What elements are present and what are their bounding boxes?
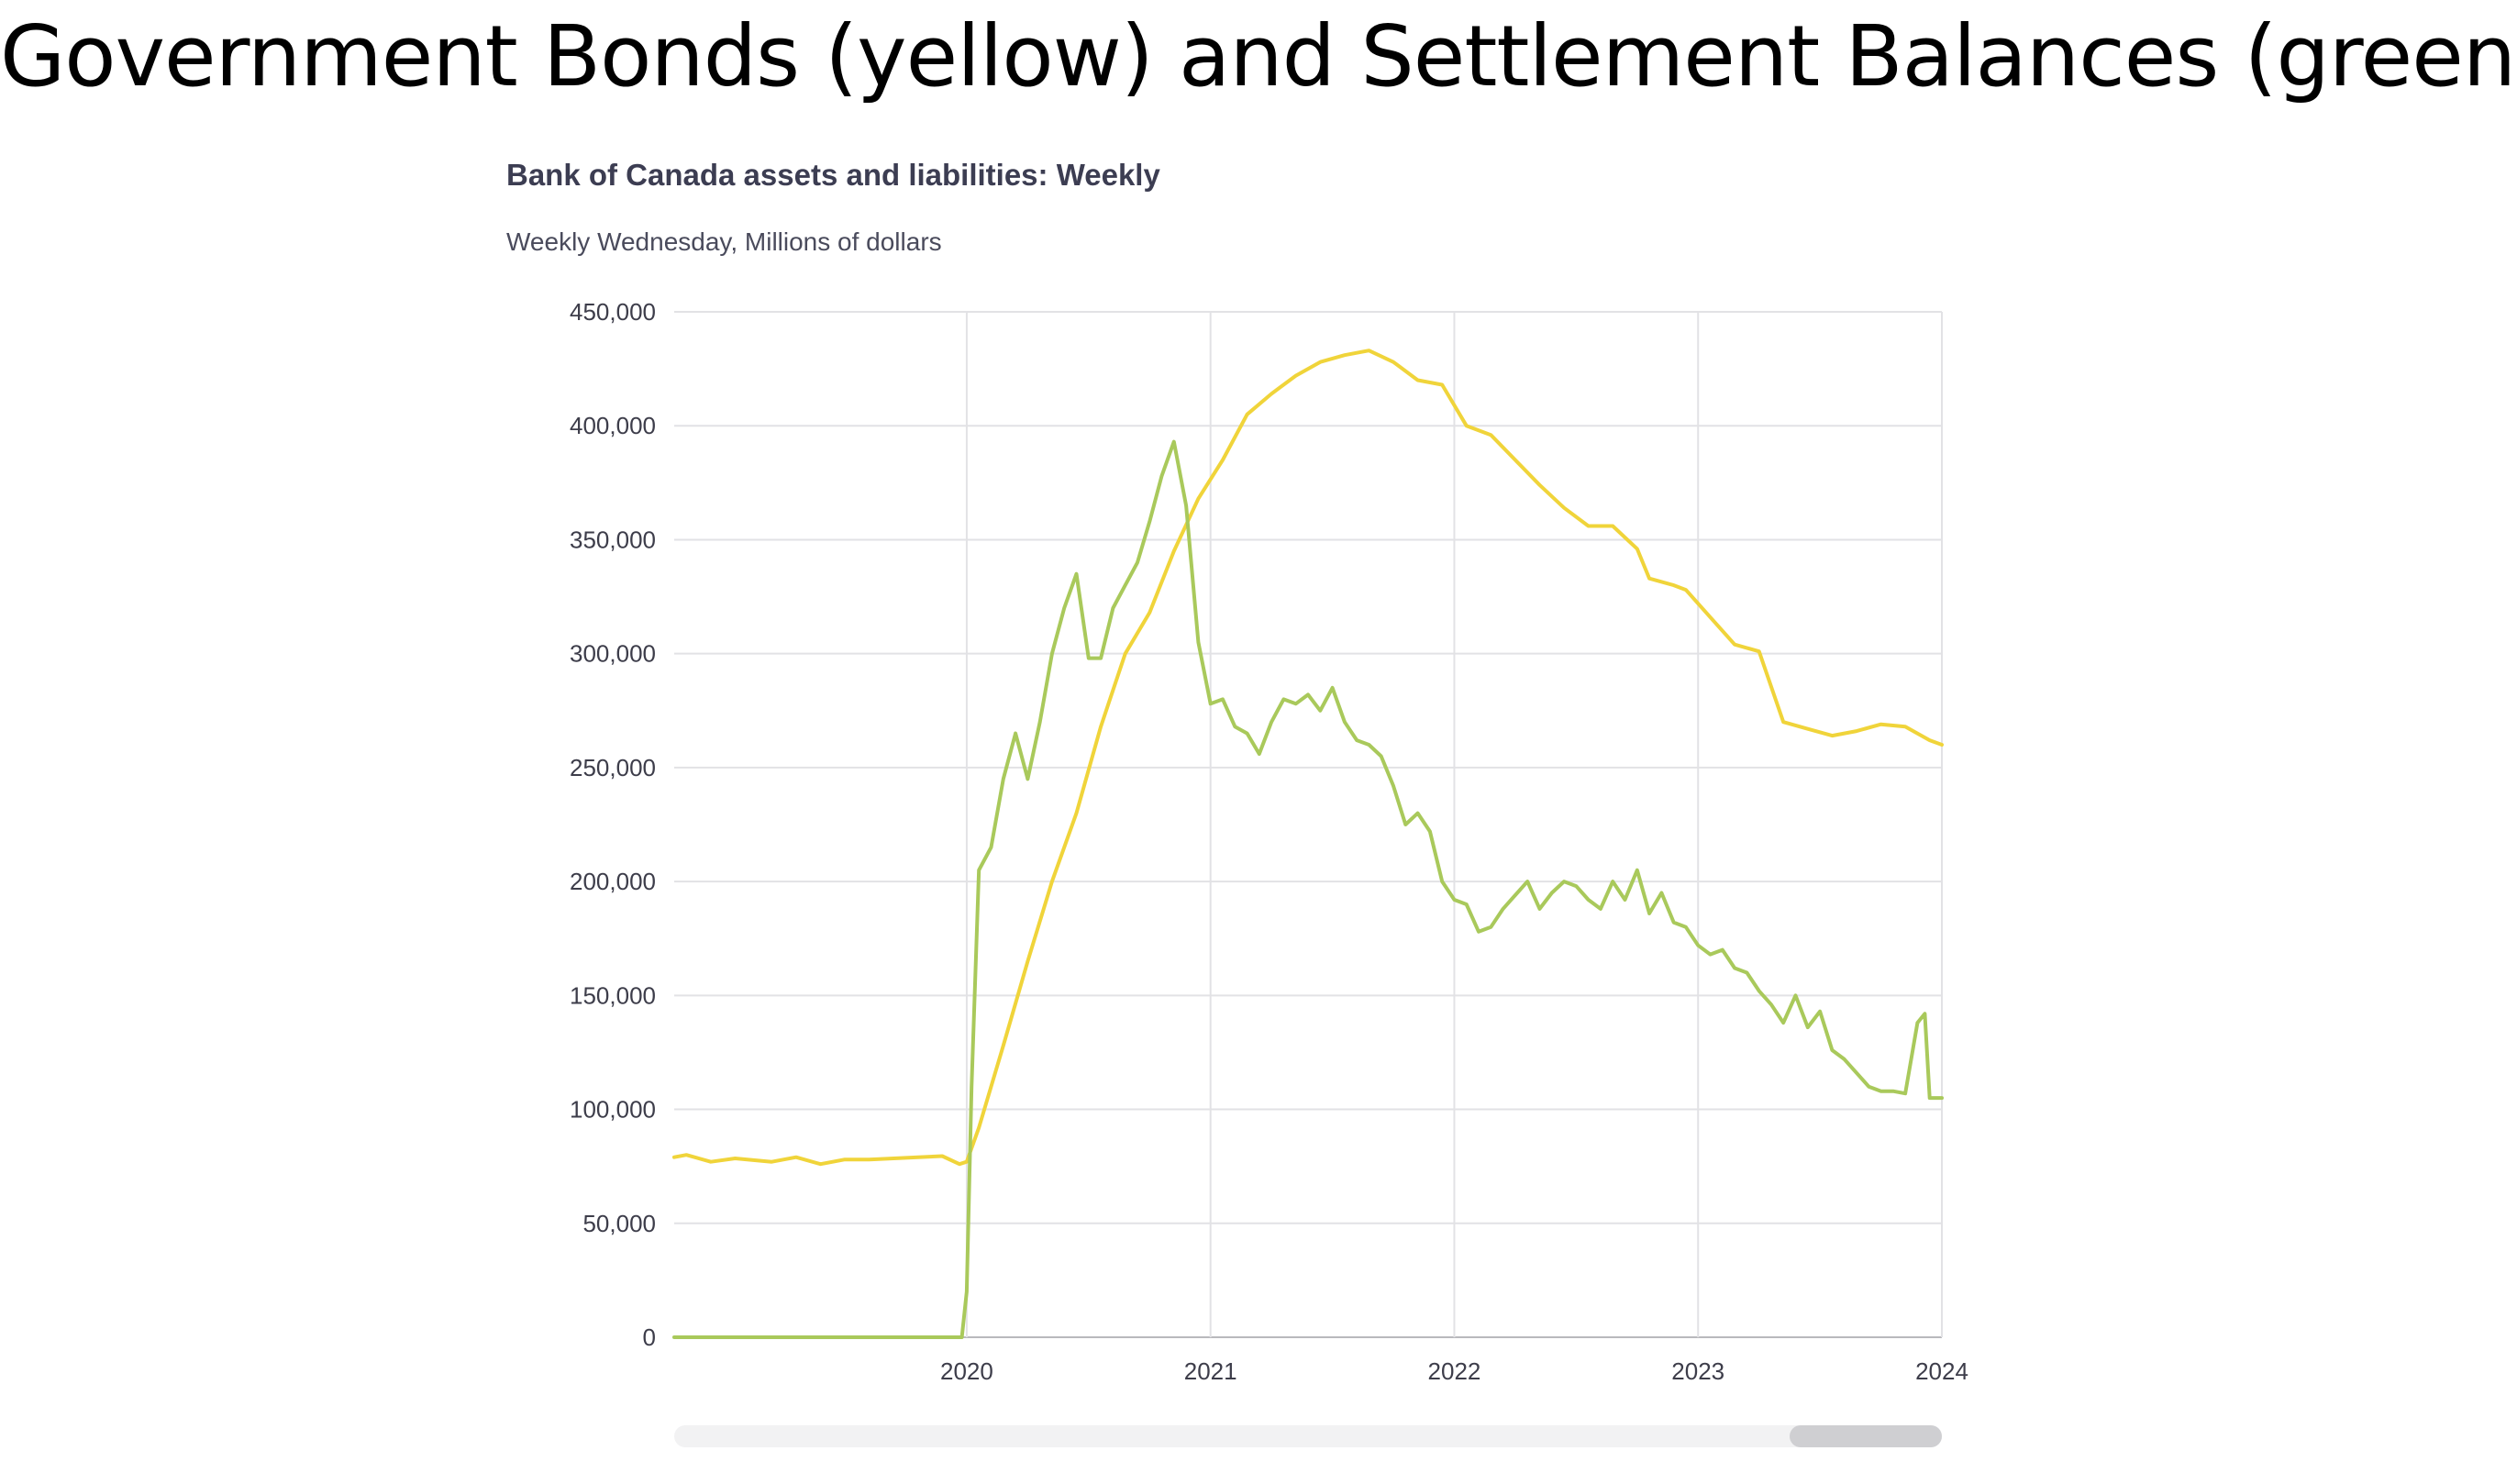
y-tick-label: 400,000	[570, 412, 656, 439]
x-tick-label: 2023	[1671, 1357, 1724, 1385]
x-tick-label: 2020	[940, 1357, 993, 1385]
y-tick-label: 0	[643, 1323, 656, 1351]
y-tick-label: 100,000	[570, 1096, 656, 1124]
y-tick-label: 150,000	[570, 981, 656, 1009]
series-line-settlement-balances	[672, 439, 1944, 1339]
grid-layer	[674, 311, 1943, 1338]
y-tick-label: 350,000	[570, 526, 656, 553]
chart-scrollbar-thumb[interactable]	[1790, 1425, 1942, 1447]
chart-scrollbar-track[interactable]	[674, 1425, 1942, 1447]
y-tick-label: 450,000	[570, 298, 656, 326]
y-tick-label: 200,000	[570, 868, 656, 895]
x-tick-label: 2021	[1184, 1357, 1237, 1385]
x-tick-label: 2022	[1428, 1357, 1481, 1385]
x-tick-label: 2024	[1915, 1357, 1968, 1385]
series-line-government-bonds	[672, 349, 1944, 1167]
y-tick-label: 50,000	[582, 1210, 656, 1237]
series-layer	[672, 349, 1944, 1339]
axis-layer: 0 50,000 100,000 150,000 200,000 250,000 300,0…	[570, 298, 1968, 1385]
chart-subtitle: Weekly Wednesday, Millions of dollars	[506, 227, 942, 256]
y-tick-label: 250,000	[570, 754, 656, 781]
slide-title: Government Bonds (yellow) and Settlement…	[0, 7, 2517, 105]
chart-title: Bank of Canada assets and liabilities: W…	[506, 158, 1160, 192]
y-tick-label: 300,000	[570, 640, 656, 668]
